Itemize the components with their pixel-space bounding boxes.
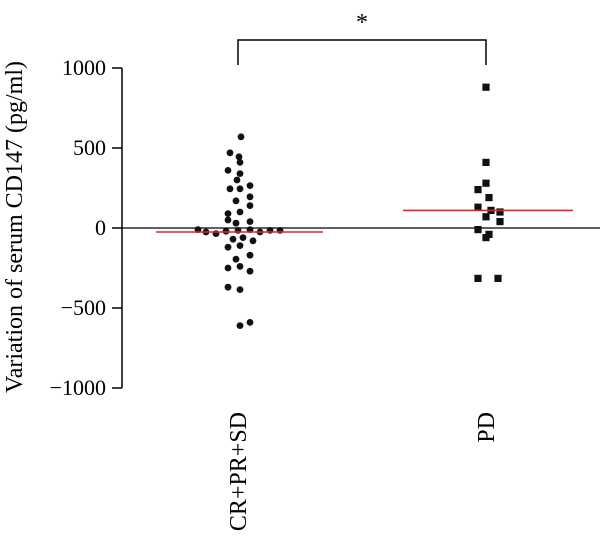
data-point-circle xyxy=(246,319,254,326)
median-lines xyxy=(156,209,573,233)
significance-bracket: * xyxy=(237,10,487,65)
data-point-square xyxy=(482,213,490,221)
data-point-circle xyxy=(246,218,254,226)
y-axis-title: Variation of serum CD147 (pg/ml) xyxy=(2,61,28,393)
category-labels: CR+PR+SD PD xyxy=(226,412,500,531)
data-point-circle xyxy=(249,237,257,245)
data-point-square xyxy=(474,226,482,234)
bracket-line xyxy=(237,39,487,65)
data-point-circle xyxy=(246,251,254,259)
data-point-circle xyxy=(236,286,244,293)
data-point-circle xyxy=(226,185,234,193)
data-point-circle xyxy=(229,235,237,243)
data-point-square xyxy=(496,218,504,226)
data-point-circle xyxy=(246,182,254,190)
data-point-circle xyxy=(226,149,234,157)
data-point-circle xyxy=(246,193,254,201)
y-tick-label: 1000 xyxy=(62,55,106,80)
data-point-circle xyxy=(224,264,232,272)
data-point-circle xyxy=(236,185,244,193)
y-tick-label: 0 xyxy=(95,215,106,240)
data-point-square xyxy=(474,274,482,282)
data-point-circle xyxy=(236,322,244,329)
data-point-circle xyxy=(232,255,240,263)
data-point-circle xyxy=(236,242,244,250)
data-point-circle xyxy=(224,243,232,251)
y-axis: 1000 500 0 −500 −1000 xyxy=(50,55,123,400)
significance-label: * xyxy=(356,10,368,36)
data-point-square xyxy=(482,234,490,242)
y-tick-label: 500 xyxy=(73,135,106,160)
y-tick-label: −1000 xyxy=(50,375,106,400)
data-point-square xyxy=(482,158,490,166)
data-point-circle xyxy=(236,170,244,178)
data-point-square xyxy=(485,194,493,202)
data-point-circle xyxy=(235,153,243,161)
data-point-square xyxy=(474,186,482,194)
data-point-square xyxy=(474,203,482,211)
category-label: PD xyxy=(474,412,500,443)
data-point-circle xyxy=(232,219,240,227)
data-point-square xyxy=(482,83,490,91)
data-point-circle xyxy=(236,263,244,270)
y-tick-label: −500 xyxy=(61,295,106,320)
data-point-circle xyxy=(246,202,254,210)
data-point-circle xyxy=(246,267,254,275)
data-point-square xyxy=(482,179,490,187)
data-point-circle xyxy=(237,133,245,141)
data-point-circle xyxy=(224,216,232,224)
data-point-circle xyxy=(232,197,240,205)
category-label: CR+PR+SD xyxy=(226,412,252,531)
data-point-circle xyxy=(236,159,244,166)
data-point-circle xyxy=(224,210,232,218)
data-points xyxy=(194,83,504,329)
data-point-circle xyxy=(239,234,247,242)
data-point-circle xyxy=(224,167,232,174)
data-point-square xyxy=(496,208,504,216)
data-point-square xyxy=(494,274,502,282)
data-point-circle xyxy=(233,176,241,184)
data-point-circle xyxy=(236,208,244,216)
data-point-circle xyxy=(224,283,232,291)
